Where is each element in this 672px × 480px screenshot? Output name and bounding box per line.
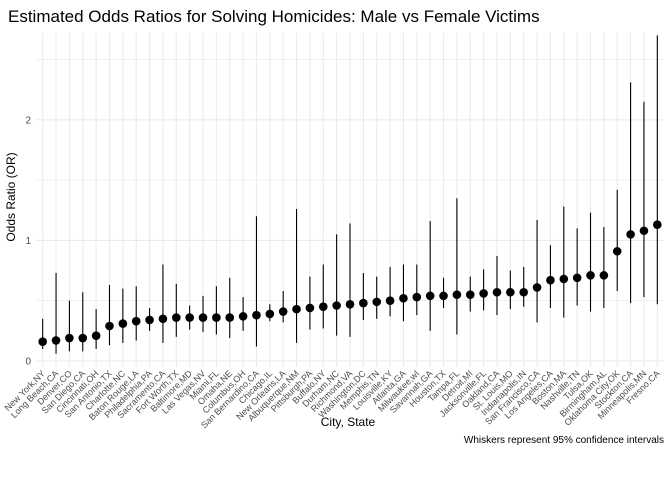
or-point bbox=[212, 313, 221, 322]
or-point bbox=[586, 271, 595, 280]
or-point bbox=[332, 301, 341, 310]
or-point bbox=[238, 312, 248, 321]
or-point bbox=[345, 299, 355, 309]
x-axis-title: City, State bbox=[321, 415, 376, 429]
or-point bbox=[399, 293, 408, 303]
or-point bbox=[91, 331, 101, 340]
or-point bbox=[572, 273, 582, 283]
or-point bbox=[359, 298, 368, 308]
or-point bbox=[171, 313, 181, 322]
or-point bbox=[639, 226, 649, 236]
or-point bbox=[653, 220, 662, 230]
or-point bbox=[292, 304, 301, 314]
or-point bbox=[305, 303, 315, 313]
y-tick-label: 0 bbox=[25, 356, 31, 367]
chart-title: Estimated Odds Ratios for Solving Homici… bbox=[8, 7, 540, 26]
or-point bbox=[506, 287, 515, 297]
y-axis-ticks: 0 1 2 bbox=[25, 115, 31, 367]
or-point bbox=[425, 291, 435, 301]
or-point bbox=[278, 307, 288, 316]
or-point bbox=[559, 274, 569, 284]
y-axis-title: Odds Ratio (OR) bbox=[4, 152, 18, 241]
or-point bbox=[118, 319, 128, 328]
point-layer bbox=[38, 220, 662, 346]
or-point bbox=[158, 314, 168, 324]
or-point bbox=[265, 309, 275, 319]
or-point bbox=[131, 316, 141, 326]
or-point bbox=[225, 313, 235, 322]
or-point bbox=[252, 310, 261, 320]
or-point bbox=[465, 290, 475, 299]
or-point bbox=[372, 297, 382, 307]
y-tick-label: 1 bbox=[25, 236, 31, 247]
or-point bbox=[385, 296, 395, 305]
or-point bbox=[479, 289, 488, 298]
or-point bbox=[412, 292, 422, 302]
or-point bbox=[519, 287, 529, 297]
or-point bbox=[65, 333, 74, 343]
or-point bbox=[532, 283, 542, 292]
chart-caption: Whiskers represent 95% confidence interv… bbox=[464, 435, 664, 446]
or-point bbox=[105, 321, 114, 331]
or-point bbox=[439, 291, 448, 301]
or-point bbox=[145, 315, 154, 325]
y-tick-label: 2 bbox=[25, 115, 31, 126]
or-point bbox=[185, 313, 194, 322]
or-point bbox=[51, 336, 61, 345]
or-point bbox=[78, 333, 88, 343]
or-point bbox=[626, 230, 635, 239]
or-point bbox=[198, 313, 208, 322]
or-point bbox=[318, 302, 328, 312]
or-point bbox=[452, 290, 462, 299]
or-point bbox=[612, 246, 622, 256]
or-point bbox=[546, 275, 555, 285]
or-point bbox=[492, 287, 502, 297]
or-point bbox=[38, 337, 47, 346]
or-point bbox=[599, 271, 609, 280]
